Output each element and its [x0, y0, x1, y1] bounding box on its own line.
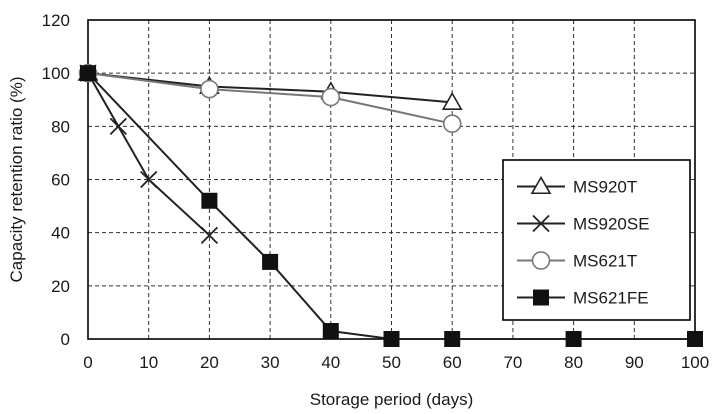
x-tick-label: 30 — [261, 353, 280, 372]
data-point-MS621FE — [444, 331, 461, 347]
x-tick-label: 10 — [139, 353, 158, 372]
data-point-MS920SE — [200, 226, 219, 244]
x-tick-labels: 0 10 20 30 40 50 60 70 80 90 100 — [83, 353, 709, 372]
x-tick-label: 50 — [382, 353, 401, 372]
legend-label: MS920SE — [573, 215, 650, 234]
y-tick-label: 120 — [42, 11, 70, 30]
legend-item-MS621T: MS621T — [517, 251, 637, 271]
series-layer — [77, 62, 703, 347]
legend-item-MS920SE: MS920SE — [517, 215, 650, 234]
legend-label: MS621T — [573, 252, 637, 271]
data-point-MS920SE — [140, 170, 158, 189]
x-tick-label: 80 — [564, 353, 583, 372]
data-point-MS621FE — [201, 192, 218, 209]
x-tick-label: 90 — [625, 353, 644, 372]
legend-marker-MS621FE — [533, 289, 549, 306]
legend-label: MS621FE — [573, 289, 649, 308]
legend: MS920T MS920SE MS621T MS621FE — [502, 159, 691, 321]
data-point-MS920T — [441, 91, 463, 110]
y-axis-title: Capacity retention ratio (%) — [7, 77, 26, 283]
x-tick-label: 40 — [321, 353, 340, 372]
data-point-MS621FE — [383, 331, 400, 347]
data-point-MS621T — [321, 87, 341, 107]
x-axis-title: Storage period (days) — [310, 390, 473, 409]
x-tick-label: 20 — [200, 353, 219, 372]
series-line-MS621FE — [87, 72, 695, 340]
legend-marker-MS920SE — [532, 214, 550, 233]
data-point-MS621T — [200, 79, 219, 99]
y-tick-label: 20 — [51, 277, 70, 296]
y-tick-label: 0 — [61, 330, 70, 349]
x-tick-label: 60 — [443, 353, 462, 372]
series-line-MS621T — [87, 72, 453, 125]
data-point-MS920SE — [109, 117, 127, 135]
data-point-MS621T — [442, 114, 462, 133]
y-tick-labels: 0 20 40 60 80 100 120 — [42, 11, 70, 349]
series-MS621FE — [80, 65, 703, 347]
y-tick-label: 60 — [51, 171, 70, 190]
legend-label: MS920T — [573, 178, 637, 197]
y-tick-label: 40 — [51, 224, 70, 243]
data-point-MS621FE — [80, 65, 96, 82]
legend-item-MS920T: MS920T — [517, 175, 637, 197]
x-tick-label: 100 — [681, 353, 709, 372]
data-point-MS621FE — [687, 331, 703, 347]
series-line-MS920T — [87, 72, 453, 104]
legend-item-MS621FE: MS621FE — [517, 289, 649, 308]
data-point-MS621FE — [565, 331, 582, 347]
series-line-MS920SE — [87, 72, 211, 237]
x-tick-label: 0 — [83, 353, 92, 372]
legend-marker-MS920T — [530, 175, 552, 195]
x-tick-label: 70 — [503, 353, 522, 372]
y-tick-label: 100 — [42, 64, 70, 83]
y-tick-label: 80 — [51, 117, 70, 136]
data-point-MS621FE — [262, 253, 279, 270]
data-point-MS621FE — [322, 323, 339, 340]
legend-marker-MS621T — [531, 251, 551, 270]
